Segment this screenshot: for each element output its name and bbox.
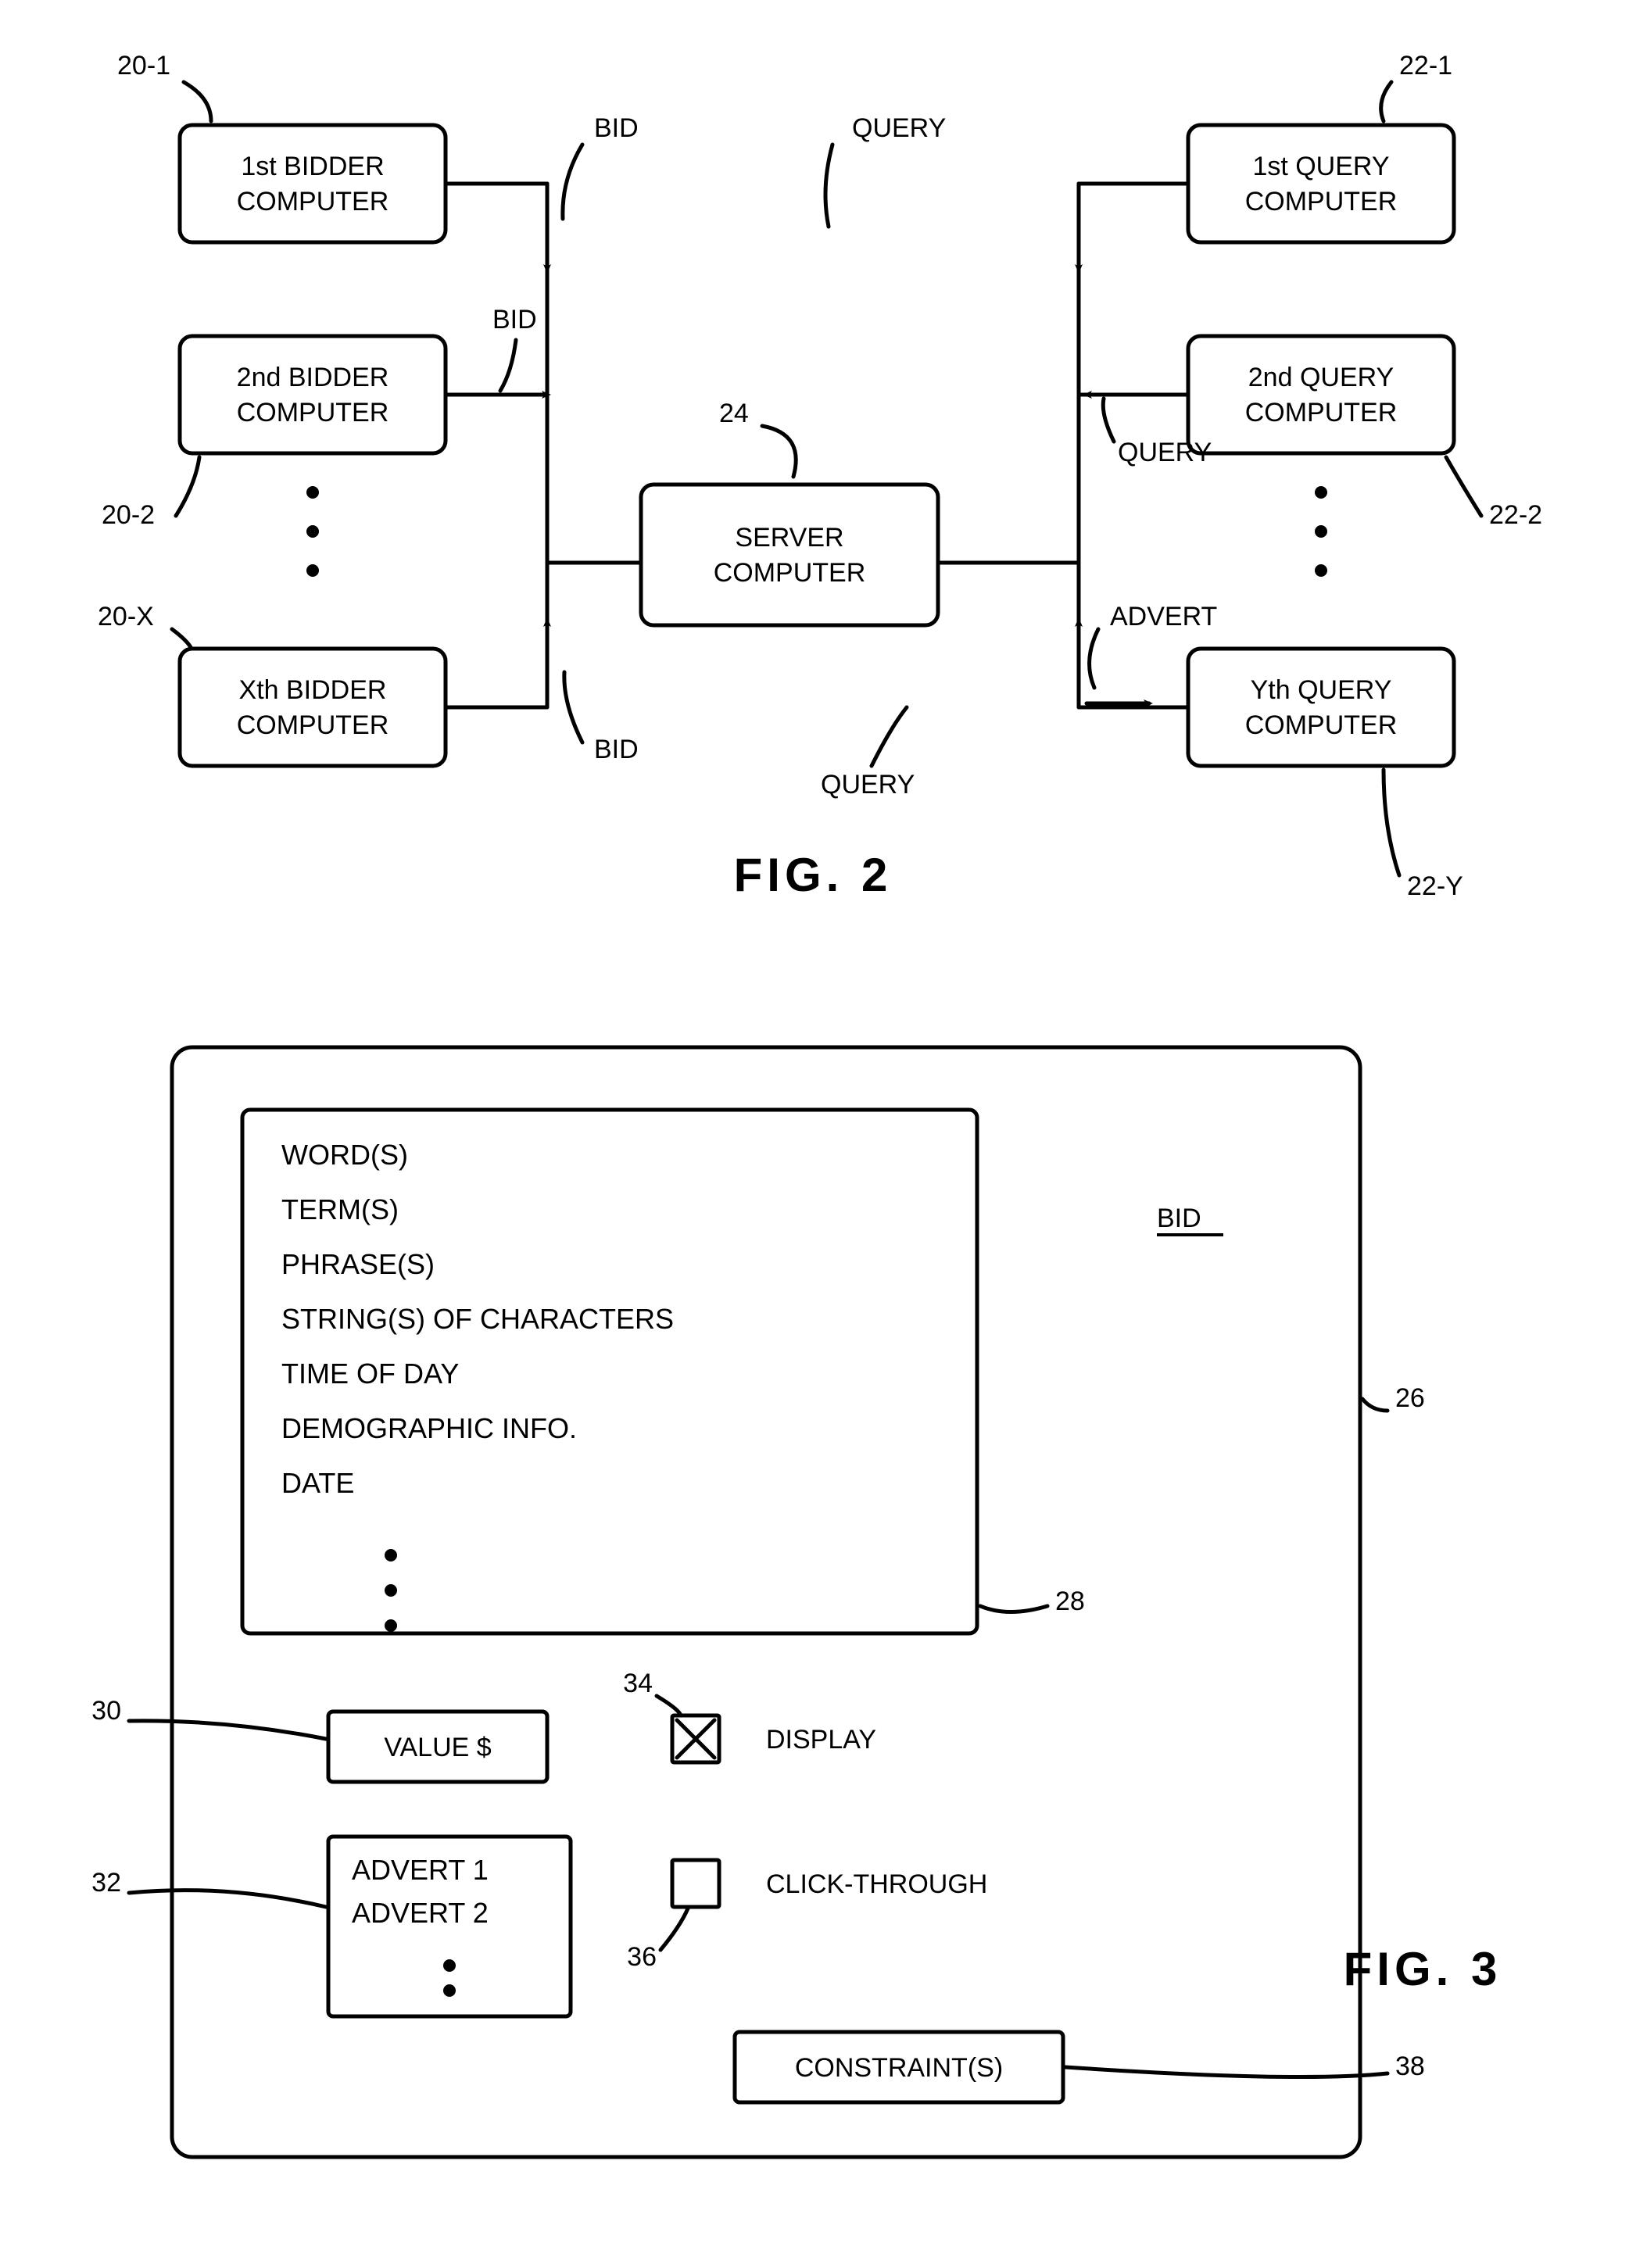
svg-text:Yth QUERY: Yth QUERY	[1251, 675, 1392, 705]
figure-2-network-diagram: 1st BIDDERCOMPUTER2nd BIDDERCOMPUTERXth …	[98, 51, 1542, 901]
svg-text:DISPLAY: DISPLAY	[766, 1725, 876, 1755]
svg-text:20-X: 20-X	[98, 602, 154, 631]
svg-text:ADVERT 1: ADVERT 1	[352, 1854, 489, 1886]
svg-text:36: 36	[627, 1942, 657, 1972]
svg-text:22-Y: 22-Y	[1407, 871, 1463, 901]
svg-text:22-2: 22-2	[1489, 500, 1542, 530]
svg-text:ADVERT 2: ADVERT 2	[352, 1897, 489, 1929]
svg-text:BID: BID	[492, 305, 537, 334]
svg-text:ADVERT: ADVERT	[1110, 602, 1217, 631]
svg-text:COMPUTER: COMPUTER	[1245, 710, 1398, 740]
svg-text:22-1: 22-1	[1399, 51, 1452, 80]
svg-text:WORD(S): WORD(S)	[281, 1139, 408, 1171]
svg-text:COMPUTER: COMPUTER	[237, 398, 389, 427]
query-node: 2nd QUERY COMPUTER	[1188, 336, 1454, 453]
svg-text:COMPUTER: COMPUTER	[1245, 187, 1398, 216]
svg-text:DEMOGRAPHIC INFO.: DEMOGRAPHIC INFO.	[281, 1412, 577, 1444]
bidder-node: 1st BIDDER COMPUTER	[180, 125, 446, 242]
svg-text:38: 38	[1395, 2052, 1425, 2081]
bid-header: BID	[1157, 1204, 1223, 1235]
svg-text:QUERY: QUERY	[821, 770, 915, 800]
server-node: SERVER COMPUTER	[641, 485, 938, 625]
svg-text:Xth BIDDER: Xth BIDDER	[239, 675, 387, 705]
svg-text:1st QUERY: 1st QUERY	[1252, 152, 1389, 181]
svg-text:STRING(S) OF CHARACTERS: STRING(S) OF CHARACTERS	[281, 1303, 674, 1335]
svg-text:30: 30	[91, 1696, 121, 1726]
svg-text:CLICK-THROUGH: CLICK-THROUGH	[766, 1869, 987, 1899]
svg-text:BID: BID	[1157, 1204, 1201, 1233]
bidder-node: 2nd BIDDER COMPUTER	[180, 336, 446, 453]
svg-text:24: 24	[719, 399, 749, 428]
svg-text:QUERY: QUERY	[852, 113, 946, 143]
svg-text:BID: BID	[594, 735, 639, 764]
svg-text:20-1: 20-1	[117, 51, 170, 80]
svg-text:28: 28	[1055, 1587, 1085, 1616]
bidder-node: Xth BIDDER COMPUTER	[180, 649, 446, 766]
svg-text:VALUE $: VALUE $	[384, 1733, 491, 1762]
svg-text:TERM(S): TERM(S)	[281, 1193, 399, 1225]
svg-text:COMPUTER: COMPUTER	[237, 187, 389, 216]
svg-text:FIG. 3: FIG. 3	[1344, 1943, 1502, 1995]
svg-text:20-2: 20-2	[102, 500, 155, 530]
svg-text:34: 34	[623, 1669, 653, 1698]
svg-text:TIME OF DAY: TIME OF DAY	[281, 1358, 459, 1390]
svg-text:CONSTRAINT(S): CONSTRAINT(S)	[795, 2053, 1003, 2083]
svg-text:32: 32	[91, 1868, 121, 1898]
svg-text:DATE: DATE	[281, 1467, 354, 1499]
patent-figures-canvas: 1st BIDDERCOMPUTER2nd BIDDERCOMPUTERXth …	[0, 0, 1629, 2268]
svg-text:FIG. 2: FIG. 2	[734, 849, 893, 901]
svg-text:QUERY: QUERY	[1118, 438, 1212, 467]
svg-text:COMPUTER: COMPUTER	[1245, 398, 1398, 427]
query-node: 1st QUERY COMPUTER	[1188, 125, 1454, 242]
figure-3-bid-panel: BID WORD(S) TERM(S) PHRASE(S) STRING(S) OF C…	[91, 1047, 1502, 2157]
svg-text:COMPUTER: COMPUTER	[714, 558, 866, 588]
svg-text:COMPUTER: COMPUTER	[237, 710, 389, 740]
svg-text:PHRASE(S): PHRASE(S)	[281, 1248, 435, 1280]
svg-text:1st BIDDER: 1st BIDDER	[241, 152, 384, 181]
svg-text:SERVER: SERVER	[735, 523, 843, 553]
svg-text:26: 26	[1395, 1383, 1425, 1413]
svg-text:2nd BIDDER: 2nd BIDDER	[237, 363, 389, 392]
svg-text:2nd QUERY: 2nd QUERY	[1248, 363, 1394, 392]
svg-text:BID: BID	[594, 113, 639, 143]
query-node: Yth QUERY COMPUTER	[1188, 649, 1454, 766]
